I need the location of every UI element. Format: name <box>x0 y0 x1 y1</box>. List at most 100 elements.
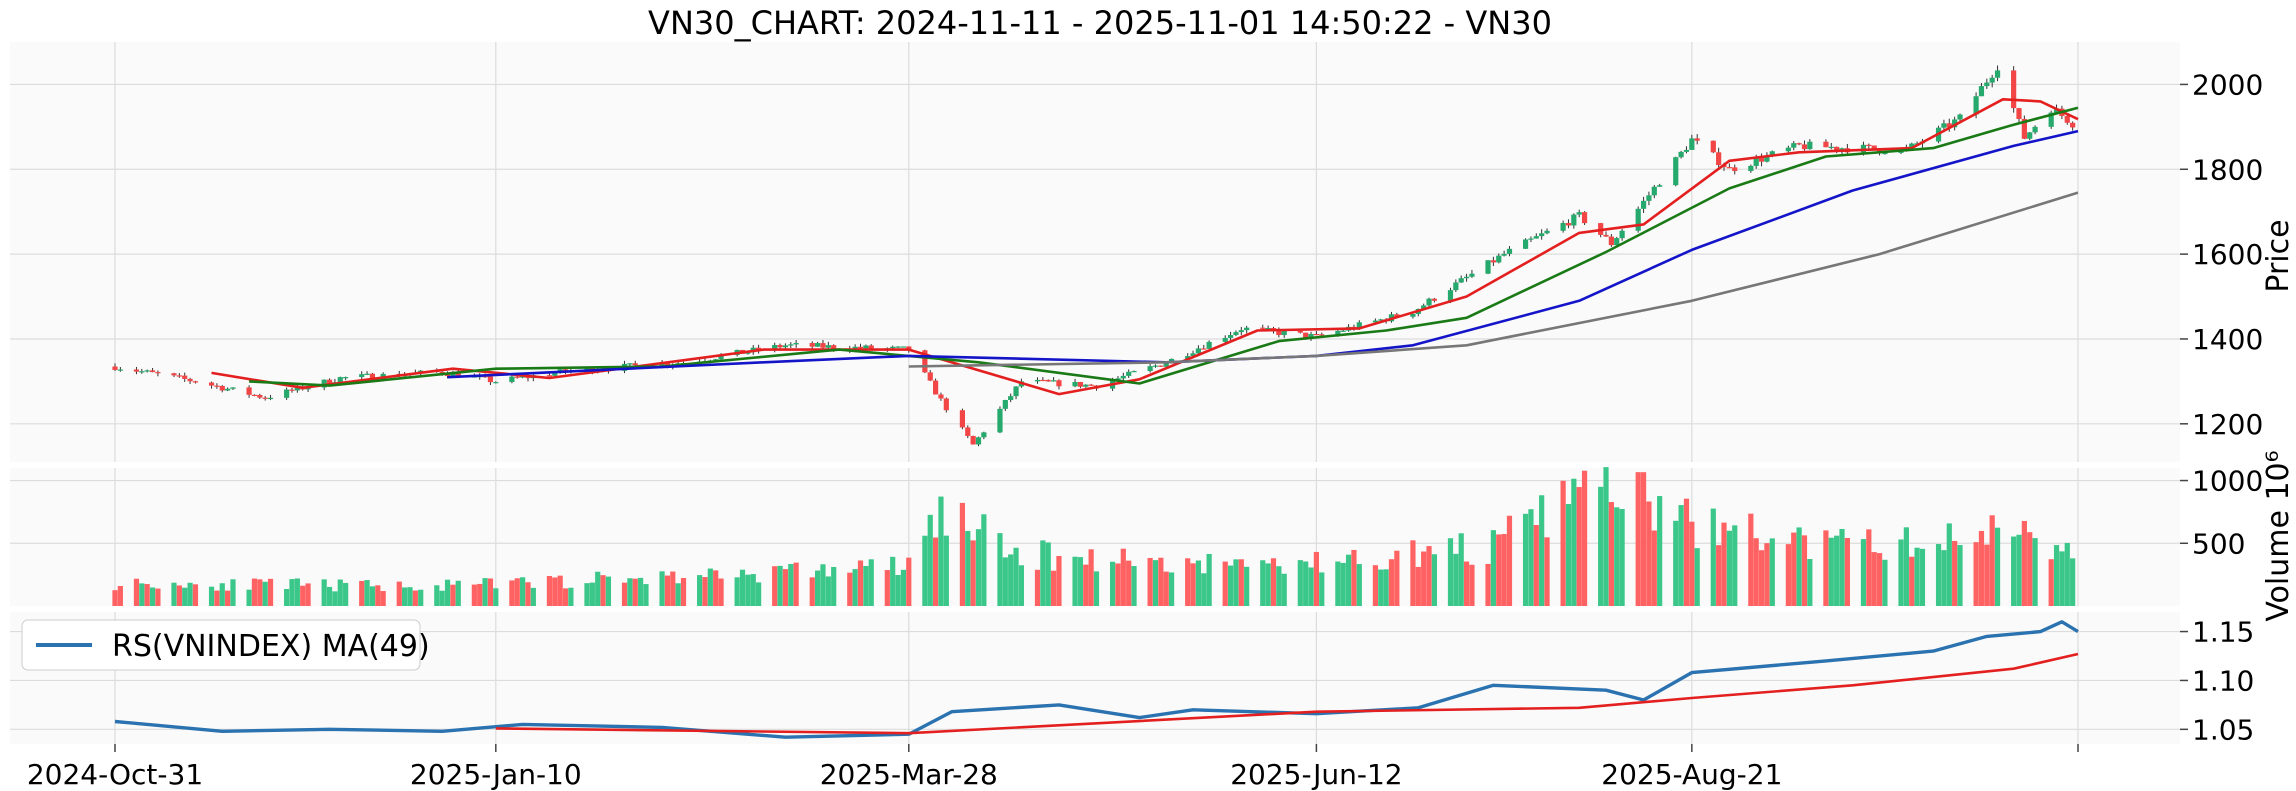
volume-bar <box>1721 522 1727 606</box>
candle <box>192 381 199 383</box>
rs-ma-line <box>495 652 2079 735</box>
candle <box>289 389 295 391</box>
volume-bar <box>1458 533 1464 606</box>
candle <box>1769 151 1775 156</box>
volume-bar <box>364 580 370 606</box>
candle <box>1158 365 1164 367</box>
candle <box>1834 146 1840 151</box>
volume-bar <box>402 587 408 606</box>
volume-bar <box>1195 560 1202 606</box>
candle <box>895 346 901 348</box>
volume-bar <box>1560 480 1566 606</box>
volume-bar <box>1421 551 1427 606</box>
volume-bar <box>1791 532 1797 606</box>
x-tick-label: 2025-Mar-28 <box>820 758 998 791</box>
volume-bar <box>734 577 740 606</box>
volume-bar <box>1469 564 1475 606</box>
candle <box>1040 379 1046 382</box>
price-panel <box>10 42 2180 462</box>
volume-bar <box>793 562 799 606</box>
candle <box>514 376 520 378</box>
volume-bar <box>756 582 762 606</box>
candle <box>1126 371 1132 376</box>
candle <box>1276 330 1282 336</box>
candle <box>756 347 762 351</box>
candle <box>1431 298 1437 301</box>
volume-bar <box>1013 547 1019 606</box>
volume-bar <box>2016 534 2022 606</box>
candle <box>1614 238 1620 246</box>
volume-bar <box>1876 553 1883 606</box>
volume-bar <box>975 529 982 606</box>
candle <box>1732 167 1738 172</box>
volume-bar <box>117 586 123 606</box>
volume-bar <box>1726 530 1732 606</box>
candle <box>1528 238 1534 240</box>
volume-bar <box>1941 550 1947 606</box>
volume-bar <box>1608 502 1614 606</box>
volume-bar <box>1828 537 1834 606</box>
volume-bar <box>246 589 252 606</box>
chart-title: VN30_CHART: 2024-11-11 - 2025-11-01 14:5… <box>648 4 1552 42</box>
volume-bar <box>144 584 150 606</box>
volume-bar <box>981 514 987 606</box>
volume-bar <box>1871 552 1877 606</box>
volume-bar <box>2070 558 2076 606</box>
volume-bar <box>1008 554 1014 606</box>
volume-bar <box>852 569 858 606</box>
volume-bar <box>439 590 445 606</box>
volume-bar <box>487 578 494 606</box>
volume-bar <box>1378 569 1384 606</box>
volume-bar <box>418 589 424 606</box>
candle <box>1946 123 1952 128</box>
volume-bar <box>257 579 263 606</box>
legend-entry-rs: RS(VNINDEX) MA(49) <box>112 629 430 664</box>
candle <box>2064 115 2070 123</box>
volume-bar <box>192 584 199 606</box>
candle <box>359 374 365 378</box>
candle <box>1828 146 1834 149</box>
volume-bar <box>1646 501 1652 606</box>
candle <box>1984 82 1990 87</box>
volume-bar <box>857 560 864 606</box>
candle <box>1206 341 1212 349</box>
volume-bar <box>1265 563 1271 606</box>
candle <box>1372 320 1378 323</box>
candle <box>922 350 928 373</box>
candle <box>1356 322 1362 329</box>
volume-bar <box>493 588 499 606</box>
candle <box>149 370 156 373</box>
candle <box>632 363 638 366</box>
volume-bar <box>868 559 874 606</box>
candle <box>970 435 976 445</box>
volume-bar <box>482 578 488 606</box>
volume-bar <box>1056 555 1062 606</box>
volume-marks <box>112 467 2076 606</box>
volume-bar <box>1410 540 1416 606</box>
volume-bar <box>1533 524 1539 606</box>
candle <box>369 373 376 380</box>
candle <box>2048 112 2054 127</box>
volume-y-tick-label: 1000 <box>2192 465 2263 498</box>
volume-bar <box>1919 548 1926 606</box>
volume-bar <box>1303 561 1309 606</box>
candle <box>257 394 263 398</box>
volume-bar <box>1565 503 1572 606</box>
candle <box>584 367 590 371</box>
volume-bar <box>890 556 896 606</box>
candle <box>1522 239 1529 249</box>
volume-bar <box>589 582 595 606</box>
volume-bar <box>1635 472 1641 606</box>
candle <box>863 345 869 349</box>
candle <box>1753 157 1759 166</box>
volume-bar <box>455 580 461 606</box>
volume-bar <box>621 582 628 606</box>
volume-bar <box>305 583 311 606</box>
volume-bar <box>1050 570 1057 606</box>
candle <box>1463 276 1470 279</box>
volume-bar <box>1935 544 1942 606</box>
candle <box>1544 230 1550 234</box>
volume-bar <box>943 535 949 606</box>
candle <box>176 375 182 377</box>
volume-bar <box>922 535 928 606</box>
